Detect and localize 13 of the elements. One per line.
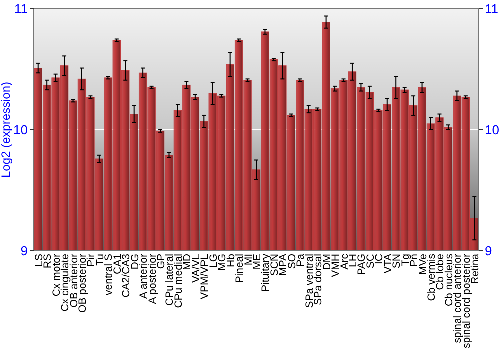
x-tick-label: OB posterior	[76, 254, 89, 313]
x-tick-label: DG	[129, 254, 142, 270]
y-tick-label: 9	[20, 244, 28, 259]
y2-tick-label: 11	[485, 2, 498, 17]
y-axis-title: Log2 (expression)	[0, 82, 13, 178]
x-tick-label: A posterior	[146, 254, 159, 304]
y-tick-label: 11	[14, 2, 28, 17]
x-tick-label: RS	[42, 254, 54, 269]
y-tick-label: 10	[14, 122, 28, 138]
y2-tick-label: 10	[485, 122, 500, 138]
y2-tick-label: 9	[485, 244, 492, 259]
x-tick-label: SO	[286, 254, 298, 270]
x-tick-label: Tg	[400, 254, 412, 266]
